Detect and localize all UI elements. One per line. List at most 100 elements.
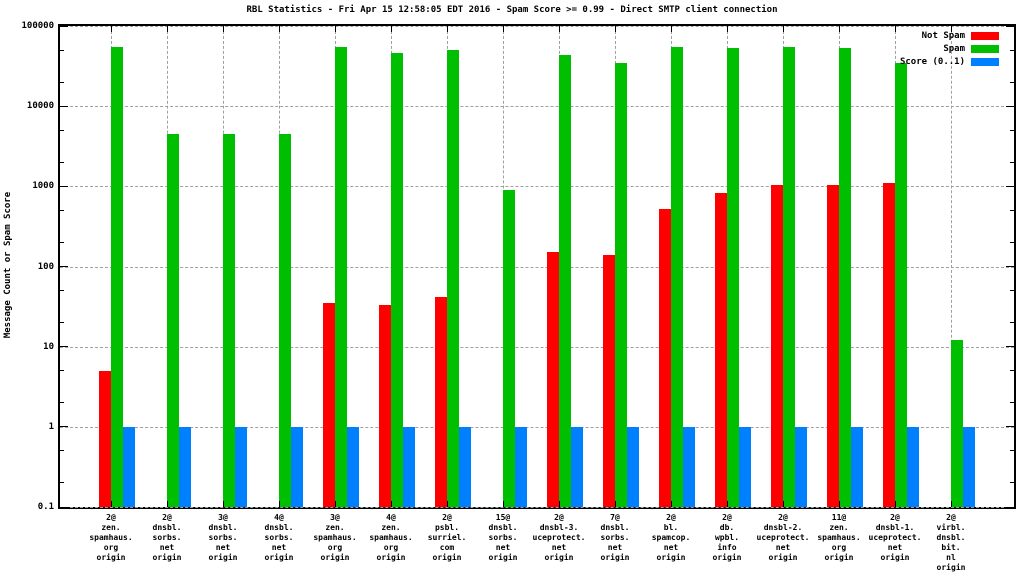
x-tick bbox=[839, 26, 840, 32]
x-tick-label: 2@ psbl. surriel. com origin bbox=[427, 513, 467, 562]
x-tick-label: 15@ dnsbl. sorbs. net origin bbox=[488, 513, 518, 562]
bar-not-spam bbox=[883, 182, 895, 507]
x-tick-label: 3@ zen. spamhaus. org origin bbox=[313, 513, 357, 562]
y-tick-minor bbox=[60, 241, 64, 243]
y-tick-minor bbox=[1010, 241, 1014, 243]
y-tick-label: 100000 bbox=[21, 21, 54, 31]
y-tick-minor bbox=[60, 450, 64, 452]
y-tick-minor bbox=[60, 290, 64, 292]
y-tick-minor bbox=[60, 482, 64, 484]
bar-spam bbox=[447, 50, 459, 507]
bar-not-spam bbox=[379, 305, 391, 507]
y-tick-minor bbox=[60, 49, 64, 51]
x-gridline bbox=[951, 26, 952, 507]
x-tick bbox=[111, 26, 112, 32]
x-tick bbox=[335, 26, 336, 32]
bar-not-spam bbox=[547, 252, 559, 507]
bar-not-spam bbox=[827, 185, 839, 507]
y-gridline bbox=[60, 106, 1014, 108]
x-tick bbox=[895, 26, 896, 32]
x-tick bbox=[503, 501, 504, 507]
y-tick-minor bbox=[1010, 322, 1014, 324]
y-tick-major bbox=[1006, 25, 1014, 27]
y-tick-label: 1000 bbox=[32, 181, 54, 192]
y-tick-minor bbox=[60, 322, 64, 324]
x-tick bbox=[783, 501, 784, 507]
y-tick-major bbox=[60, 185, 68, 187]
y-tick-minor bbox=[1010, 161, 1014, 163]
bar-spam bbox=[391, 53, 403, 507]
y-tick-minor bbox=[1010, 209, 1014, 211]
bar-not-spam bbox=[99, 370, 111, 507]
bar-spam bbox=[279, 133, 291, 507]
x-tick bbox=[559, 501, 560, 507]
y-tick-label: 100 bbox=[37, 261, 54, 272]
y-tick-label: 0.1 bbox=[37, 502, 54, 512]
bar-score bbox=[963, 426, 975, 507]
bar-spam bbox=[335, 46, 347, 507]
bar-not-spam bbox=[435, 296, 447, 507]
bar-score bbox=[123, 426, 135, 507]
x-tick-label: 2@ dnsbl-1. uceprotect. net origin bbox=[868, 513, 922, 562]
legend-item-spam: Spam bbox=[943, 43, 999, 54]
y-tick-major bbox=[1006, 506, 1014, 508]
y-tick-minor bbox=[1010, 129, 1014, 131]
legend-label-spam: Spam bbox=[943, 43, 965, 54]
x-tick-label: 7@ dnsbl. sorbs. net origin bbox=[600, 513, 630, 562]
x-tick bbox=[167, 26, 168, 32]
y-tick-minor bbox=[60, 402, 64, 404]
x-tick-label: 11@ zen. spamhaus. org origin bbox=[817, 513, 861, 562]
y-gridline bbox=[60, 426, 1014, 428]
x-tick bbox=[951, 501, 952, 507]
x-tick-label: 2@ zen. spamhaus. org origin bbox=[89, 513, 133, 562]
y-tick-minor bbox=[1010, 290, 1014, 292]
x-tick-label: 4@ dnsbl. sorbs. net origin bbox=[264, 513, 294, 562]
x-tick bbox=[335, 501, 336, 507]
x-tick-label: 2@ virbl. dnsbl. bit. nl origin bbox=[936, 513, 966, 572]
bar-score bbox=[851, 426, 863, 507]
y-tick-minor bbox=[60, 129, 64, 131]
y-tick-major bbox=[60, 506, 68, 508]
y-tick-major bbox=[1006, 185, 1014, 187]
bar-score bbox=[907, 426, 919, 507]
x-tick bbox=[111, 501, 112, 507]
x-tick bbox=[615, 501, 616, 507]
legend-label-score: Score (0..1) bbox=[899, 56, 965, 67]
bar-not-spam bbox=[323, 303, 335, 507]
y-tick-minor bbox=[1010, 370, 1014, 372]
x-tick bbox=[895, 501, 896, 507]
bar-score bbox=[235, 426, 247, 507]
y-gridline bbox=[60, 346, 1014, 348]
x-tick bbox=[615, 26, 616, 32]
bar-score bbox=[683, 426, 695, 507]
bar-not-spam bbox=[715, 193, 727, 507]
bar-spam bbox=[615, 63, 627, 507]
x-tick bbox=[951, 26, 952, 32]
y-gridline bbox=[60, 266, 1014, 268]
bar-spam bbox=[223, 133, 235, 507]
x-tick bbox=[727, 26, 728, 32]
y-tick-minor bbox=[1010, 402, 1014, 404]
bar-not-spam bbox=[771, 185, 783, 507]
x-tick bbox=[783, 26, 784, 32]
x-tick-label: 2@ dnsbl-3. uceprotect. net origin bbox=[532, 513, 586, 562]
bar-spam bbox=[839, 48, 851, 507]
x-tick bbox=[503, 26, 504, 32]
y-tick-major bbox=[1006, 105, 1014, 107]
y-gridline bbox=[60, 26, 1014, 27]
y-tick-major bbox=[60, 25, 68, 27]
x-tick bbox=[839, 501, 840, 507]
plot-area: Not Spam Spam Score (0..1) bbox=[58, 24, 1016, 509]
bar-score bbox=[347, 426, 359, 507]
bar-spam bbox=[111, 47, 123, 507]
x-tick bbox=[391, 26, 392, 32]
y-tick-minor bbox=[1010, 49, 1014, 51]
legend-swatch-spam bbox=[971, 44, 999, 53]
y-tick-major bbox=[1006, 266, 1014, 267]
bar-spam bbox=[951, 340, 963, 507]
x-tick bbox=[447, 501, 448, 507]
chart-title: RBL Statistics - Fri Apr 15 12:58:05 EDT… bbox=[246, 5, 778, 15]
x-tick bbox=[279, 501, 280, 507]
y-tick-major bbox=[60, 346, 68, 348]
